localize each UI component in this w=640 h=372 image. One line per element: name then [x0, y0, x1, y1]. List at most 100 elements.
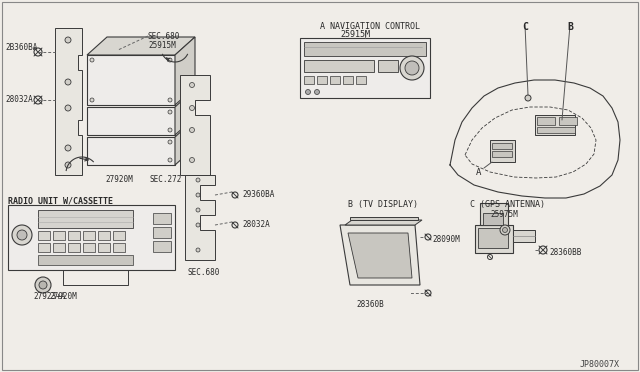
Text: 28032A: 28032A: [5, 96, 33, 105]
Circle shape: [65, 79, 71, 85]
Circle shape: [189, 157, 195, 163]
Bar: [68, 231, 80, 240]
Bar: [87, 107, 175, 135]
Polygon shape: [345, 220, 422, 225]
Circle shape: [90, 58, 94, 62]
Text: 25915M: 25915M: [148, 41, 176, 50]
Circle shape: [65, 145, 71, 151]
Polygon shape: [175, 89, 195, 135]
Text: C: C: [522, 22, 528, 32]
Text: 28090M: 28090M: [432, 235, 460, 244]
Circle shape: [168, 98, 172, 102]
Circle shape: [168, 158, 172, 162]
Bar: [38, 243, 50, 252]
Text: 27923+A: 27923+A: [33, 292, 65, 301]
Bar: [38, 210, 133, 228]
Bar: [38, 231, 50, 240]
Bar: [483, 213, 503, 225]
Bar: [537, 117, 555, 125]
Circle shape: [305, 90, 310, 94]
Text: B: B: [567, 22, 573, 32]
Bar: [153, 227, 171, 238]
Circle shape: [39, 281, 47, 289]
Circle shape: [65, 37, 71, 43]
Text: C (GPS ANTENNA): C (GPS ANTENNA): [470, 200, 545, 209]
Text: 25915M: 25915M: [340, 30, 370, 39]
Bar: [480, 203, 508, 225]
Circle shape: [189, 83, 195, 87]
Bar: [38, 255, 133, 265]
Text: 27920M: 27920M: [49, 292, 77, 301]
Circle shape: [35, 277, 51, 293]
Text: 28032A: 28032A: [242, 220, 269, 229]
Bar: [300, 38, 430, 98]
Bar: [304, 60, 374, 72]
Bar: [304, 76, 314, 84]
Bar: [98, 243, 110, 252]
Text: SEC.680: SEC.680: [188, 268, 220, 277]
Text: SEC.680: SEC.680: [148, 32, 180, 41]
Circle shape: [196, 178, 200, 182]
Circle shape: [168, 128, 172, 132]
Circle shape: [196, 208, 200, 212]
Circle shape: [196, 248, 200, 252]
Bar: [304, 42, 426, 56]
Circle shape: [189, 128, 195, 132]
Polygon shape: [350, 217, 418, 220]
Text: 2B360BA: 2B360BA: [5, 44, 37, 52]
Text: B (TV DISPLAY): B (TV DISPLAY): [348, 200, 418, 209]
Polygon shape: [175, 119, 195, 165]
Bar: [490, 140, 515, 162]
Bar: [492, 143, 512, 149]
Circle shape: [525, 95, 531, 101]
Circle shape: [502, 228, 508, 232]
Circle shape: [500, 225, 510, 235]
Circle shape: [12, 225, 32, 245]
Polygon shape: [180, 75, 210, 175]
Circle shape: [314, 90, 319, 94]
Bar: [83, 231, 95, 240]
Bar: [153, 213, 171, 224]
Circle shape: [196, 193, 200, 197]
Circle shape: [168, 58, 172, 62]
Bar: [356, 76, 366, 84]
Bar: [475, 225, 513, 253]
Bar: [98, 231, 110, 240]
Bar: [87, 137, 175, 165]
Bar: [68, 243, 80, 252]
Polygon shape: [55, 28, 82, 175]
Bar: [513, 230, 535, 242]
Text: 29360BA: 29360BA: [242, 190, 275, 199]
Text: JP80007X: JP80007X: [580, 360, 620, 369]
Circle shape: [168, 140, 172, 144]
Bar: [478, 228, 508, 248]
Bar: [113, 231, 125, 240]
Bar: [63, 270, 128, 285]
Text: SEC.272: SEC.272: [150, 175, 182, 184]
Polygon shape: [185, 175, 215, 260]
Bar: [537, 127, 575, 133]
Circle shape: [196, 223, 200, 227]
Bar: [343, 76, 353, 84]
Bar: [53, 231, 65, 240]
Text: A NAVIGATION CONTROL: A NAVIGATION CONTROL: [320, 22, 420, 31]
Circle shape: [400, 56, 424, 80]
Text: 27920M: 27920M: [105, 175, 132, 184]
Circle shape: [17, 230, 27, 240]
Circle shape: [90, 98, 94, 102]
Bar: [153, 241, 171, 252]
Bar: [317, 76, 327, 84]
Polygon shape: [175, 37, 195, 105]
Polygon shape: [340, 225, 420, 285]
Circle shape: [405, 61, 419, 75]
Polygon shape: [87, 37, 195, 55]
Bar: [492, 151, 512, 157]
Circle shape: [65, 162, 71, 168]
Circle shape: [189, 106, 195, 110]
Text: 28360B: 28360B: [356, 300, 384, 309]
Bar: [83, 243, 95, 252]
Text: 28360BB: 28360BB: [549, 248, 581, 257]
Text: RADIO UNIT W/CASSETTE: RADIO UNIT W/CASSETTE: [8, 196, 113, 205]
Bar: [330, 76, 340, 84]
Bar: [8, 205, 175, 270]
